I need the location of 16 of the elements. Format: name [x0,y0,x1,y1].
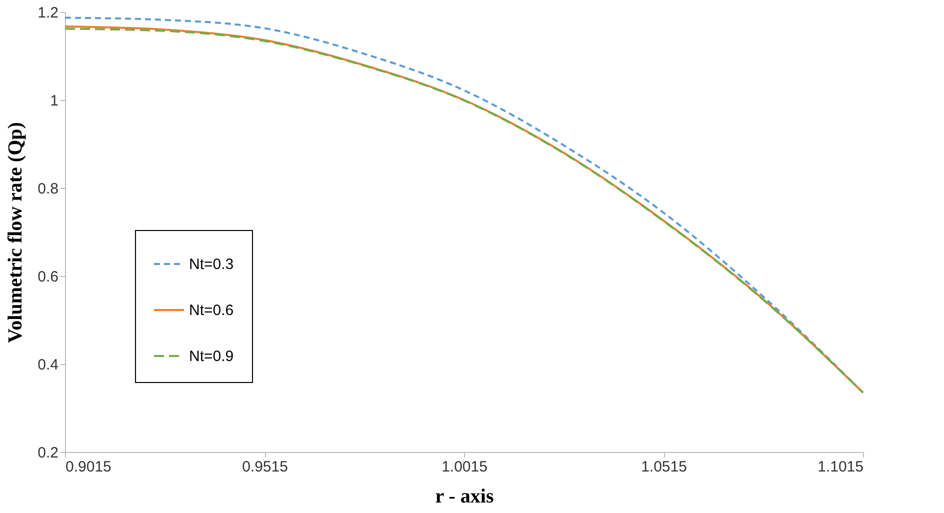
x-tick-label: 1.0015 [442,458,488,476]
x-tick-label: 1.0515 [641,458,687,476]
y-axis-title: Volumetric flow rate (Qp) [4,122,27,343]
y-tick-label: 0.6 [38,268,58,286]
legend-label: Nt=0.3 [189,256,234,273]
x-tick-label: 1.1015 [818,458,864,476]
y-tick-label: 1.2 [38,4,58,22]
legend-label: Nt=0.9 [189,348,234,365]
y-tick-label: 0.4 [38,356,58,374]
x-tick-label: 0.9015 [66,458,112,476]
y-tick-label: 0.2 [38,444,58,462]
y-tick-label: 1 [50,92,58,110]
x-axis-title: r - axis [435,486,494,508]
legend-label: Nt=0.6 [189,302,234,319]
y-tick-label: 0.8 [38,180,58,198]
x-tick-label: 0.9515 [242,458,288,476]
